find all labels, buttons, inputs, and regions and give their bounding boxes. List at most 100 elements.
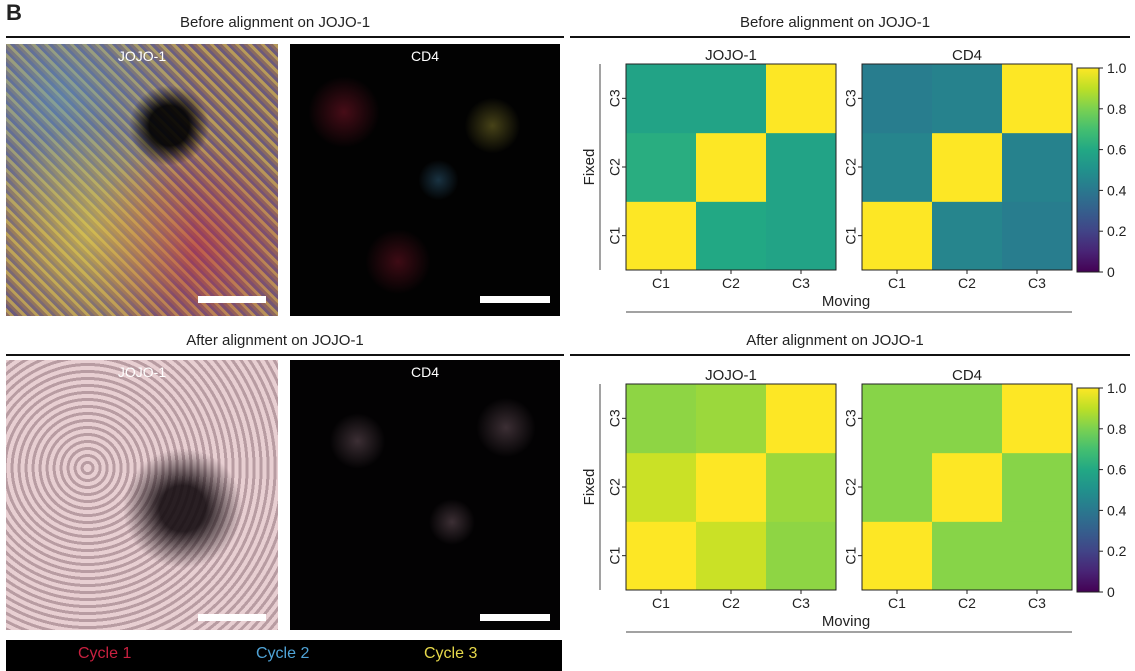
cd4-before-image: CD4 <box>290 44 560 316</box>
cd4-after-image: CD4 <box>290 360 560 630</box>
colorbar-tick-label: 0.2 <box>1107 223 1127 239</box>
left-after-rule <box>6 354 564 356</box>
heatmap-cell <box>626 132 697 202</box>
heatmap-cell <box>626 521 697 591</box>
x-tick-label: C1 <box>652 595 670 611</box>
y-tick-label: C1 <box>607 227 623 245</box>
colorbar-tick-label: 0.8 <box>1107 421 1127 437</box>
left-after-title: After alignment on JOJO-1 <box>186 332 364 349</box>
jojo1-before-label: JOJO-1 <box>117 48 167 64</box>
scale-bar <box>198 614 266 621</box>
jojo1-before-image: JOJO-1 <box>6 44 278 316</box>
cycle-legend: Cycle 1 Cycle 2 Cycle 3 <box>6 640 562 671</box>
heatmap-cell <box>1002 521 1073 591</box>
heatmap-cell <box>862 521 933 591</box>
right-before-rule <box>570 36 1130 38</box>
y-tick-label: C1 <box>843 227 859 245</box>
y-tick-label: C3 <box>607 409 623 427</box>
heatmap-cell <box>696 384 767 454</box>
y-tick-label: C3 <box>843 89 859 107</box>
heatmap-cell <box>696 452 767 522</box>
y-tick-label: C1 <box>843 547 859 565</box>
heatmap-cell <box>696 64 767 134</box>
right-before-title: Before alignment on JOJO-1 <box>739 14 931 31</box>
x-tick-label: C1 <box>652 275 670 291</box>
x-tick-label: C3 <box>792 275 810 291</box>
cd4-after-label: CD4 <box>410 364 439 380</box>
heatmap-cell <box>932 132 1003 202</box>
y-tick-label: C1 <box>607 547 623 565</box>
x-tick-label: C3 <box>1028 275 1046 291</box>
heatmap-cell <box>626 384 697 454</box>
heatmap-title: CD4 <box>952 367 982 384</box>
colorbar-tick-label: 0.4 <box>1107 182 1127 198</box>
heatmap-cell <box>932 452 1003 522</box>
x-axis-label: Moving <box>822 293 870 310</box>
colorbar-tick-label: 0 <box>1107 584 1115 600</box>
scale-bar <box>198 296 266 303</box>
heatmap-cell <box>696 201 767 271</box>
x-tick-label: C3 <box>792 595 810 611</box>
colorbar-tick-label: 0.6 <box>1107 462 1127 478</box>
heatmap-cell <box>862 452 933 522</box>
x-tick-label: C2 <box>958 275 976 291</box>
heatmap-cell <box>1002 64 1073 134</box>
panel-letter: B <box>6 0 22 25</box>
heatmap-cell <box>766 384 837 454</box>
colorbar-tick-label: 0.8 <box>1107 101 1127 117</box>
right-after-title: After alignment on JOJO-1 <box>746 332 924 349</box>
heatmap-cell <box>766 452 837 522</box>
heatmap-cell <box>696 521 767 591</box>
x-tick-label: C1 <box>888 275 906 291</box>
x-tick-label: C2 <box>722 595 740 611</box>
x-tick-label: C2 <box>958 595 976 611</box>
heatmap-cell <box>932 201 1003 271</box>
jojo1-after-label: JOJO-1 <box>117 364 167 380</box>
right-after-rule <box>570 354 1130 356</box>
scale-bar <box>480 296 550 303</box>
heatmap-cell <box>1002 132 1073 202</box>
x-axis-label: Moving <box>822 613 870 630</box>
heatmap-cell <box>696 132 767 202</box>
heatmap-title: CD4 <box>952 47 982 64</box>
heatmap-cell <box>766 521 837 591</box>
x-tick-label: C1 <box>888 595 906 611</box>
heatmap-cell <box>862 132 933 202</box>
y-tick-label: C2 <box>843 158 859 176</box>
colorbar <box>1076 67 1100 273</box>
colorbar-tick-label: 0 <box>1107 264 1115 280</box>
heatmap-title: JOJO-1 <box>705 47 757 64</box>
y-tick-label: C2 <box>607 478 623 496</box>
heatmap-cell <box>862 384 933 454</box>
colorbar-tick-label: 1.0 <box>1107 60 1127 76</box>
heatmap-cell <box>626 452 697 522</box>
heatmap-cell <box>1002 384 1073 454</box>
left-before-title: Before alignment on JOJO-1 <box>179 14 371 31</box>
heatmap-cell <box>626 64 697 134</box>
colorbar-tick-label: 0.2 <box>1107 543 1127 559</box>
y-tick-label: C3 <box>607 89 623 107</box>
heatmap-cell <box>862 64 933 134</box>
x-tick-label: C3 <box>1028 595 1046 611</box>
x-tick-label: C2 <box>722 275 740 291</box>
left-before-rule <box>6 36 564 38</box>
heatmap-title: JOJO-1 <box>705 367 757 384</box>
heatmap-cell <box>766 201 837 271</box>
heatmap-cell <box>1002 201 1073 271</box>
heatmap-cell <box>862 201 933 271</box>
heatmap-cell <box>932 521 1003 591</box>
y-axis-label: Fixed <box>581 149 598 186</box>
heatmap-cell <box>932 64 1003 134</box>
heatmap-cell <box>626 201 697 271</box>
legend-cycle-3: Cycle 3 <box>424 645 478 662</box>
colorbar <box>1076 387 1100 593</box>
heatmap-cell <box>932 384 1003 454</box>
jojo1-after-image: JOJO-1 <box>6 360 278 630</box>
heatmap-cell <box>1002 452 1073 522</box>
y-axis-label: Fixed <box>581 469 598 506</box>
colorbar-tick-label: 0.6 <box>1107 142 1127 158</box>
scale-bar <box>480 614 550 621</box>
legend-cycle-2: Cycle 2 <box>256 645 310 662</box>
cd4-before-label: CD4 <box>410 48 439 64</box>
